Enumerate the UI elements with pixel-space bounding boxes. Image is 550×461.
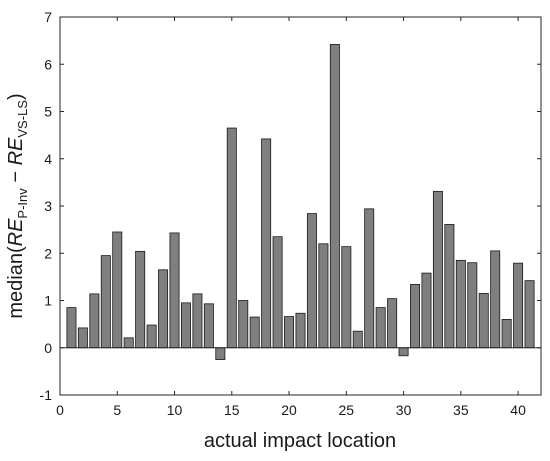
- y-tick-label-3: 3: [44, 198, 52, 214]
- bar-20: [284, 316, 295, 349]
- bar-31: [410, 284, 421, 349]
- x-tick-label-15: 15: [224, 402, 240, 418]
- bar-14: [215, 347, 226, 360]
- bar-28: [375, 307, 386, 349]
- bar-10: [169, 232, 180, 349]
- bar-40: [513, 262, 524, 349]
- y-tick-label-7: 7: [44, 9, 52, 25]
- bar-38: [490, 250, 501, 349]
- x-tick-label-25: 25: [339, 402, 355, 418]
- bar-32: [421, 272, 432, 349]
- y-title-sub2: VS-LS: [15, 100, 30, 138]
- bar-15: [226, 127, 237, 349]
- bar-6: [123, 337, 134, 349]
- bar-5: [112, 231, 123, 349]
- x-tick-label-35: 35: [453, 402, 469, 418]
- bar-39: [501, 318, 512, 349]
- bar-8: [146, 324, 157, 349]
- bar-37: [478, 293, 489, 349]
- y-title-term1: RE: [5, 218, 27, 246]
- bar-34: [444, 224, 455, 349]
- y-title-sub1: P-Inv: [15, 188, 30, 219]
- bar-25: [341, 246, 352, 349]
- bar-29: [387, 298, 398, 349]
- x-tick-label-5: 5: [113, 402, 121, 418]
- bar-33: [432, 190, 443, 349]
- bar-19: [272, 236, 283, 349]
- bar-17: [249, 316, 260, 349]
- y-tick-label-1: 1: [44, 293, 52, 309]
- bar-36: [467, 262, 478, 349]
- bar-18: [261, 138, 272, 349]
- bar-1: [66, 307, 77, 349]
- x-tick-label-40: 40: [510, 402, 526, 418]
- bar-41: [524, 280, 535, 349]
- bar-26: [352, 330, 363, 349]
- bar-27: [364, 208, 375, 349]
- y-axis-title: median(REP-Inv − REVS-LS): [5, 93, 30, 318]
- bar-4: [100, 255, 111, 349]
- bar-16: [238, 300, 249, 349]
- bar-12: [192, 293, 203, 349]
- x-tick-label-30: 30: [396, 402, 412, 418]
- bar-13: [203, 303, 214, 349]
- bar-3: [89, 293, 100, 349]
- plot-frame: [59, 16, 542, 396]
- y-tick-label-4: 4: [44, 151, 52, 167]
- y-title-prefix: median(: [5, 246, 27, 319]
- y-tick-label-2: 2: [44, 245, 52, 261]
- x-axis-title: actual impact location: [204, 430, 396, 452]
- bar-21: [295, 312, 306, 349]
- y-tick-label-6: 6: [44, 56, 52, 72]
- x-tick-label-0: 0: [56, 402, 64, 418]
- y-tick-label-5: 5: [44, 104, 52, 120]
- bar-23: [318, 243, 329, 349]
- y-title-term2: RE: [5, 137, 27, 165]
- bar-30: [398, 347, 409, 357]
- bar-2: [77, 327, 88, 349]
- bar-7: [135, 250, 146, 349]
- y-title-suffix: ): [5, 93, 27, 100]
- bar-22: [306, 213, 317, 349]
- x-tick-label-10: 10: [167, 402, 183, 418]
- bar-35: [455, 259, 466, 349]
- bar-24: [329, 44, 340, 349]
- bar-11: [180, 302, 191, 349]
- bar-9: [158, 269, 169, 349]
- y-title-minus: −: [5, 165, 27, 188]
- y-tick-label-0: 0: [44, 340, 52, 356]
- x-tick-label-20: 20: [281, 402, 297, 418]
- y-tick-label--1: -1: [40, 387, 53, 403]
